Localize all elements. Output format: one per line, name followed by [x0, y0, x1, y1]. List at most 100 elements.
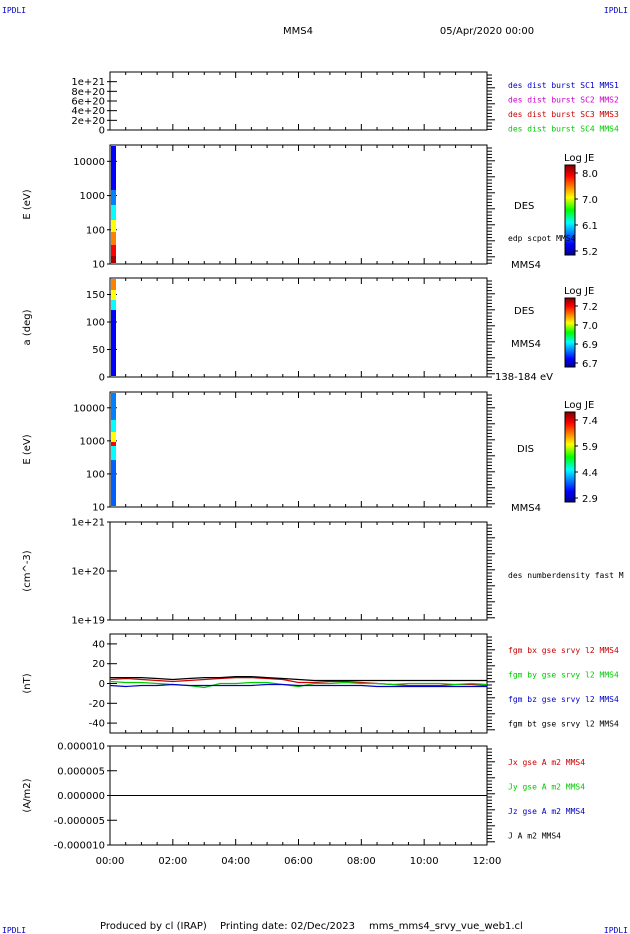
spectrogram-cell	[111, 442, 116, 446]
legend-entry: des dist burst SC2 MMS2	[508, 96, 619, 105]
colorbar-title: Log JE	[564, 153, 594, 164]
spectrogram-cell	[111, 279, 116, 290]
spectrogram-cell	[111, 432, 116, 442]
right-label: DIS	[517, 444, 534, 455]
legend-entry: J A m2 MMS4	[508, 832, 561, 841]
corner-label-bottom-left: IPDLI	[2, 926, 26, 934]
y-tick-label: 10000	[73, 403, 105, 414]
legend-entry: Jy gse A m2 MMS4	[508, 783, 585, 792]
y-axis-label: (cm^-3)	[22, 550, 33, 591]
y-tick-label: -20	[89, 699, 105, 710]
y-tick-label: 0	[99, 373, 105, 384]
x-tick-label: 08:00	[347, 856, 376, 867]
y-tick-label: 4e+20	[71, 106, 105, 117]
y-axis-label: (nT)	[22, 673, 33, 693]
colorbar-3	[564, 411, 576, 503]
legend-entry: fgm by gse srvy l2 MMS4	[508, 671, 619, 680]
spectrogram-cell	[111, 460, 116, 506]
panel-1-frame	[109, 71, 488, 131]
colorbar-tick-label: 6.9	[582, 340, 598, 351]
right-label: MMS4	[511, 503, 541, 514]
colorbar-1	[564, 164, 576, 256]
legend-entry: fgm bt gse srvy l2 MMS4	[508, 720, 619, 729]
spectrogram-cell	[111, 146, 116, 190]
footer-filename: mms_mms4_srvy_vue_web1.cl	[369, 921, 523, 932]
panel-4-frame	[109, 391, 488, 508]
right-label: 138-184 eV	[495, 372, 553, 383]
panel-2-frame	[109, 144, 488, 265]
corner-label-top-left: IPDLI	[2, 6, 26, 15]
panel-3-frame	[109, 277, 488, 378]
spectrogram-cell	[111, 393, 116, 420]
footer-produced-by: Produced by cl (IRAP)	[100, 921, 207, 932]
y-tick-label: 8e+20	[71, 87, 105, 98]
spectrogram-cell	[111, 245, 116, 256]
spectrogram-cell	[111, 446, 116, 460]
spectrogram-cell	[111, 420, 116, 432]
y-tick-label: 6e+20	[71, 97, 105, 108]
x-tick-label: 04:00	[221, 856, 250, 867]
right-label: edp scpot MMS4	[508, 234, 576, 243]
legend-entry: des dist burst SC1 MMS1	[508, 81, 619, 90]
colorbar-tick-label: 7.0	[582, 195, 598, 206]
y-tick-label: 1000	[80, 191, 105, 202]
y-tick-label: 10	[92, 503, 105, 514]
colorbar-tick-label: 6.7	[582, 359, 598, 370]
right-label: DES	[514, 306, 534, 317]
y-tick-label: 0.000000	[57, 791, 105, 802]
y-tick-label: 0	[99, 126, 105, 137]
y-axis-label: (A/m2)	[22, 778, 33, 812]
y-tick-label: 0.000010	[57, 742, 105, 753]
y-tick-label: 1e+21	[71, 77, 105, 88]
colorbar-tick-label: 6.1	[582, 221, 598, 232]
legend-entry: des numberdensity fast M	[508, 571, 624, 580]
b-field-series-line	[109, 676, 488, 687]
b-field-series-line	[110, 675, 487, 682]
y-tick-label: 0.000005	[57, 766, 105, 777]
x-tick-label: 12:00	[473, 856, 502, 867]
spacecraft-title: MMS4	[283, 26, 313, 37]
y-tick-label: 50	[92, 345, 105, 356]
y-tick-label: -0.000005	[54, 816, 105, 827]
colorbar-tick-label: 2.9	[582, 494, 598, 505]
panel-5-frame	[109, 521, 488, 621]
legend-entry: fgm bz gse srvy l2 MMS4	[508, 695, 619, 704]
colorbar-title: Log JE	[564, 286, 594, 297]
y-tick-label: 10000	[73, 157, 105, 168]
y-tick-label: 1e+19	[71, 616, 105, 627]
right-label: MMS4	[511, 339, 541, 350]
y-axis-label: E (eV)	[22, 189, 33, 219]
y-tick-label: 20	[92, 659, 105, 670]
y-axis-label: E (eV)	[22, 434, 33, 464]
footer-printing-date: Printing date: 02/Dec/2023	[220, 921, 355, 932]
x-tick-label: 10:00	[410, 856, 439, 867]
y-tick-label: 100	[86, 469, 105, 480]
colorbar-tick-label: 7.4	[582, 416, 598, 427]
colorbar-tick-label: 8.0	[582, 169, 598, 180]
b-field-series-line	[109, 683, 487, 688]
spectrogram-cell	[111, 220, 116, 232]
x-tick-label: 06:00	[284, 856, 313, 867]
colorbar-tick-label: 7.2	[582, 302, 598, 313]
colorbar-tick-label: 4.4	[582, 468, 598, 479]
spectrogram-cell	[111, 310, 116, 376]
legend-entry: Jx gse A m2 MMS4	[508, 758, 585, 767]
y-tick-label: 1e+20	[71, 567, 105, 578]
y-tick-label: 10	[92, 260, 105, 271]
colorbar-2	[564, 297, 576, 368]
x-tick-label: 02:00	[158, 856, 187, 867]
y-tick-label: 100	[86, 318, 105, 329]
corner-label-bottom-right: IPDLI	[604, 926, 628, 934]
y-tick-label: 40	[92, 639, 105, 650]
y-tick-label: -40	[89, 719, 105, 730]
legend-entry: des dist burst SC4 MMS4	[508, 125, 619, 134]
legend-entry: des dist burst SC3 MMS3	[508, 110, 619, 119]
spectrogram-cell	[111, 290, 116, 300]
colorbar-tick-label: 5.2	[582, 247, 598, 258]
right-label: MMS4	[511, 260, 541, 271]
date-title: 05/Apr/2020 00:00	[440, 26, 534, 37]
spectrogram-cell	[111, 190, 116, 205]
spectrogram-cell	[111, 256, 116, 263]
y-axis-label: a (deg)	[22, 309, 33, 345]
